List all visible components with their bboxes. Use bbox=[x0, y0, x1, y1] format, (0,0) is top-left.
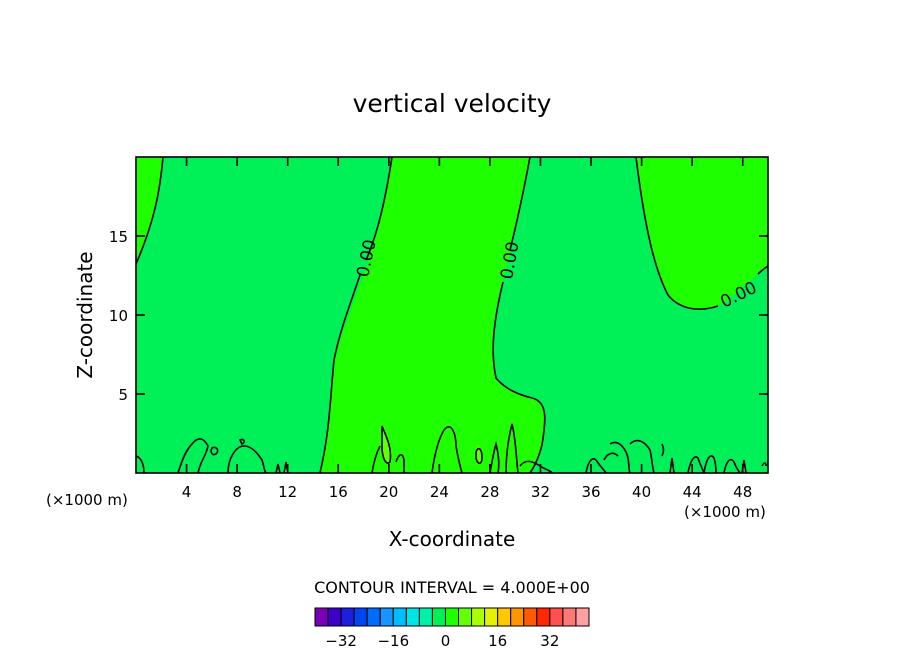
surface-contour-5 bbox=[381, 425, 392, 464]
colorbar-swatch-17 bbox=[536, 607, 551, 627]
colorbar-labels: −32 −16 0 16 32 bbox=[325, 632, 559, 650]
x-tick-label-4: 20 bbox=[379, 483, 398, 501]
colorbar-swatch-8 bbox=[418, 607, 433, 627]
y-ticks: 5 10 15 bbox=[109, 228, 768, 404]
chart-title: vertical velocity bbox=[353, 89, 552, 118]
contour-interval-label: CONTOUR INTERVAL = 4.000E+00 bbox=[314, 578, 590, 597]
surface-contour-7 bbox=[431, 426, 463, 474]
colorbar-swatch-3 bbox=[353, 607, 368, 627]
pocket-1 bbox=[382, 426, 391, 464]
colorbar-swatch-18 bbox=[549, 607, 564, 627]
x-tick-label-1: 8 bbox=[232, 483, 242, 501]
positive-region-right-top bbox=[636, 157, 768, 309]
colorbar-swatch-0 bbox=[314, 607, 329, 627]
surface-contour-12 bbox=[661, 443, 717, 474]
surface-contour-11 bbox=[609, 439, 655, 474]
contour-line-center-left bbox=[319, 156, 393, 474]
x-tick-label-2: 12 bbox=[278, 483, 297, 501]
contour-line-top-left bbox=[135, 156, 164, 265]
colorbar-swatch-7 bbox=[405, 607, 420, 627]
x-tick-label-9: 40 bbox=[632, 483, 651, 501]
contour-line-center-right bbox=[492, 156, 546, 474]
x-ticks: 4 8 12 16 20 24 28 32 36 40 44 48 bbox=[182, 157, 752, 501]
colorbar-swatch-16 bbox=[523, 607, 538, 627]
x-tick-label-6: 28 bbox=[480, 483, 499, 501]
y-tick-label-0: 5 bbox=[118, 386, 128, 404]
x-tick-label-5: 24 bbox=[430, 483, 449, 501]
colorbar-swatch-15 bbox=[510, 607, 525, 627]
surface-contour-1 bbox=[135, 438, 209, 474]
surface-contour-3 bbox=[210, 438, 245, 456]
x-tick-label-11: 48 bbox=[733, 483, 752, 501]
colorbar-swatch-5 bbox=[379, 607, 394, 627]
colorbar-swatch-11 bbox=[458, 607, 473, 627]
surface-contour-6 bbox=[371, 445, 405, 474]
colorbar-swatch-13 bbox=[484, 607, 499, 627]
x-unit-label-right: (×1000 m) bbox=[684, 503, 766, 521]
colorbar-tick-label-3: 16 bbox=[488, 632, 507, 650]
y-tick-label-1: 10 bbox=[109, 307, 128, 325]
colorbar-swatch-1 bbox=[327, 607, 342, 627]
colorbar-swatch-20 bbox=[575, 607, 590, 627]
colorbar-tick-label-0: −32 bbox=[325, 632, 357, 650]
colorbar-swatch-6 bbox=[392, 607, 407, 627]
surface-contour-2 bbox=[227, 445, 267, 474]
y-axis-label: Z-coordinate bbox=[73, 251, 97, 378]
colorbar bbox=[314, 607, 590, 627]
x-tick-label-0: 4 bbox=[182, 483, 192, 501]
colorbar-swatch-4 bbox=[366, 607, 381, 627]
colorbar-swatch-9 bbox=[431, 607, 446, 627]
surface-contour-8 bbox=[475, 441, 500, 474]
colorbar-swatch-12 bbox=[471, 607, 486, 627]
colorbar-swatch-19 bbox=[562, 607, 577, 627]
x-unit-label-left: (×1000 m) bbox=[46, 491, 128, 509]
positive-region-left-center bbox=[320, 157, 545, 473]
colorbar-tick-label-4: 32 bbox=[540, 632, 559, 650]
colorbar-swatch-2 bbox=[340, 607, 355, 627]
x-tick-label-7: 32 bbox=[531, 483, 550, 501]
x-tick-label-10: 44 bbox=[683, 483, 702, 501]
x-axis-label: X-coordinate bbox=[389, 527, 516, 551]
plot-area: 0.00 0.00 0.00 4 8 12 16 20 24 28 32 36 40 44 48 51… bbox=[109, 156, 769, 501]
colorbar-swatch-10 bbox=[444, 607, 460, 627]
colorbar-tick-label-1: −16 bbox=[377, 632, 409, 650]
x-tick-label-8: 36 bbox=[581, 483, 600, 501]
x-tick-label-3: 16 bbox=[329, 483, 348, 501]
positive-region-top-left bbox=[136, 157, 163, 264]
colorbar-swatch-14 bbox=[497, 607, 512, 627]
y-tick-label-2: 15 bbox=[109, 228, 128, 246]
colorbar-tick-label-2: 0 bbox=[441, 632, 451, 650]
surface-contour-10 bbox=[585, 452, 619, 474]
